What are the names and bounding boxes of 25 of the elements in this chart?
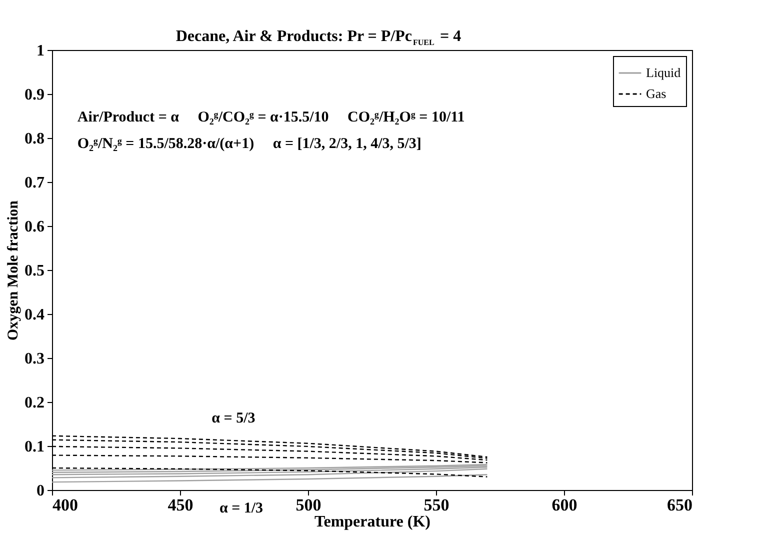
y-tick-label: 0.6	[24, 218, 44, 236]
x-tick-label: 400	[52, 496, 78, 514]
legend-label: Liquid	[646, 65, 682, 80]
annotation: Air/Product = α O₂ᵍ/CO₂ᵍ = α·15.5/10 CO₂ᵍ/H₂Oᵍ = 10/11	[77, 109, 465, 126]
x-tick-label: 600	[552, 496, 578, 514]
x-axis-title: Temperature (K)	[314, 514, 430, 530]
y-tick-label: 0.5	[24, 262, 44, 280]
y-tick-label: 0.7	[24, 174, 44, 192]
y-tick-label: 0.4	[24, 306, 44, 324]
x-tick-label: 450	[168, 496, 194, 514]
y-tick-label: 0.3	[24, 350, 44, 368]
text: α = 1/3	[219, 500, 264, 517]
annotation: α = 5/3	[212, 410, 256, 426]
y-tick-label: 0	[36, 482, 44, 500]
y-tick-label: 1	[36, 42, 44, 60]
annotation: O₂ᵍ/N₂ᵍ = 15.5/58.28·α/(α+1) α = [1/3, 2/3, 1, 4/3, 5/3]	[77, 136, 422, 152]
y-tick-label: 0.1	[24, 438, 44, 456]
x-tick-label: 650	[667, 496, 692, 514]
y-tick-label: 0.9	[24, 86, 44, 104]
legend-label: Gas	[646, 86, 666, 101]
y-tick-label: 0.8	[24, 130, 44, 148]
x-tick-label: 500	[296, 496, 322, 514]
x-tick-label: 550	[424, 496, 450, 514]
y-axis-title: Oxygen Mole fraction	[6, 200, 22, 340]
y-tick-label: 0.2	[24, 394, 44, 412]
